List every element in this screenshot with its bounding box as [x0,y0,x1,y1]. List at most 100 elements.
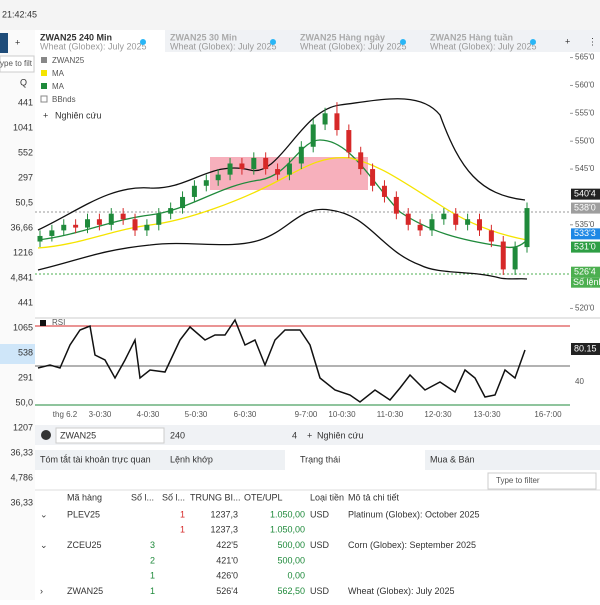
candle-body [512,247,518,270]
x-tick-label: 4-0:30 [137,410,160,419]
column-header: Mô tả chi tiết [348,492,400,502]
candle-body [120,213,126,220]
tab-dot [530,39,536,45]
filter-input[interactable] [0,55,35,73]
new-tab[interactable]: + [565,36,570,46]
legend-symbol[interactable]: ZWAN25 [52,56,85,65]
candle-body [203,180,209,186]
price-box [571,188,600,200]
candle-body [405,213,411,225]
candle-body [144,224,150,231]
tab-title[interactable]: ZWAN25 240 Min [40,32,112,42]
toolbar-studies[interactable]: Nghiên cứu [317,430,364,440]
candle-body [180,196,186,209]
table-cell: 1 [180,525,185,535]
filter-text[interactable]: ype to filt [0,59,33,68]
info-icon[interactable] [41,430,51,440]
bottom-tab[interactable]: Mua & Bán [430,454,475,464]
q-value: 1041 [13,122,33,132]
column-header: Số l... [162,492,185,502]
candle-body [524,208,530,248]
active-bottom-tab[interactable] [285,450,425,470]
candle-body [334,113,340,131]
tab-title[interactable]: ZWAN25 Hàng tuần [430,32,513,42]
legend-ma[interactable]: MA [52,69,65,78]
price-box [571,228,600,240]
legend-studies[interactable]: Nghiên cứu [55,110,102,120]
x-tick-label: 3-0:30 [89,410,112,419]
bottom-tab[interactable]: Lệnh khớp [170,454,213,464]
candle-body [417,224,423,231]
order-label: Số lệnh m [573,277,600,287]
menu[interactable]: ⋮ [588,36,597,46]
price-box [571,241,600,253]
x-tick-label: 11-0:30 [377,410,404,419]
rsi-label[interactable]: RSI [52,318,65,327]
table-cell: 422'5 [216,540,238,550]
expand-toggle[interactable]: › [40,586,43,596]
filter-input[interactable] [487,472,597,490]
q-value: 552 [18,147,33,157]
candle-body [49,230,55,236]
table-cell: Wheat (Globex): July 2025 [348,586,455,596]
bollinger-upper [37,98,526,231]
x-tick-label: 10-0:30 [328,410,356,419]
symbol-input[interactable] [55,427,165,444]
table-cell: 500,00 [277,540,305,550]
tab-title[interactable]: ZWAN25 30 Min [170,32,237,42]
filter-text[interactable]: Type to filter [496,476,540,485]
toolbar-count[interactable]: 4 [292,430,297,440]
candle-body [488,230,494,242]
x-tick-label: 6-0:30 [234,410,257,419]
price-box-label: 538'0 [574,202,596,212]
top-bar [0,0,600,30]
price-box [571,266,600,278]
table-cell: 1237,3 [210,525,238,535]
candle-body [346,130,352,153]
y-tick-label: 565'0 [575,53,595,62]
add-button[interactable] [0,33,8,53]
rsi-swatch [40,320,46,326]
studies-plus[interactable]: + [307,430,312,440]
candle-body [441,213,447,220]
x-tick-label: 9-7:00 [295,410,318,419]
legend-bands[interactable]: BBnds [52,95,76,104]
table-cell: 0,00 [287,571,305,581]
legend: ZWAN25 MA MA BBnds + Nghiên cứu [40,56,102,120]
column-header: Loại tiền [310,492,344,502]
candle-body [263,157,269,170]
x-tick-label: 13-0:30 [473,410,501,419]
toolbar [35,425,600,445]
tab-title[interactable]: ZWAN25 Hàng ngày [300,32,385,42]
candle-body [476,219,482,231]
table-cell: 421'0 [216,555,238,565]
table-cell: 526'4 [216,586,238,596]
candle-body [310,124,316,147]
active-tab[interactable] [35,30,165,52]
x-tick-label: 5-0:30 [185,410,208,419]
column-header: Số l... [131,492,154,502]
expand-toggle[interactable]: ⌄ [40,540,48,550]
y-tick-label: 555'0 [575,108,595,117]
y-tick-label: 535'0 [575,220,595,229]
table-cell: Platinum (Globex): October 2025 [348,509,480,519]
x-tick-label: 12-0:30 [424,410,452,419]
candle-body [191,185,197,197]
toolbar-interval[interactable]: 240 [170,430,185,440]
candle-body [275,169,281,175]
legend-swatch [41,57,47,63]
q-value: 297 [18,172,33,182]
q-value: 36,33 [10,497,33,507]
rsi-value-box [571,343,600,355]
bottom-tab[interactable]: Tóm tắt tài khoản trực quan [40,454,151,464]
toolbar-symbol[interactable]: ZWAN25 [60,430,96,440]
clock: 21:42:45 [2,9,37,19]
add-icon[interactable]: + [15,37,20,47]
legend-ma[interactable]: MA [52,82,65,91]
studies-plus[interactable]: + [43,110,48,120]
bottom-tab[interactable]: Trạng thái [300,454,340,464]
candle-body [286,163,292,175]
expand-toggle[interactable]: ⌄ [40,509,48,519]
q-value: 50,5 [15,197,33,207]
